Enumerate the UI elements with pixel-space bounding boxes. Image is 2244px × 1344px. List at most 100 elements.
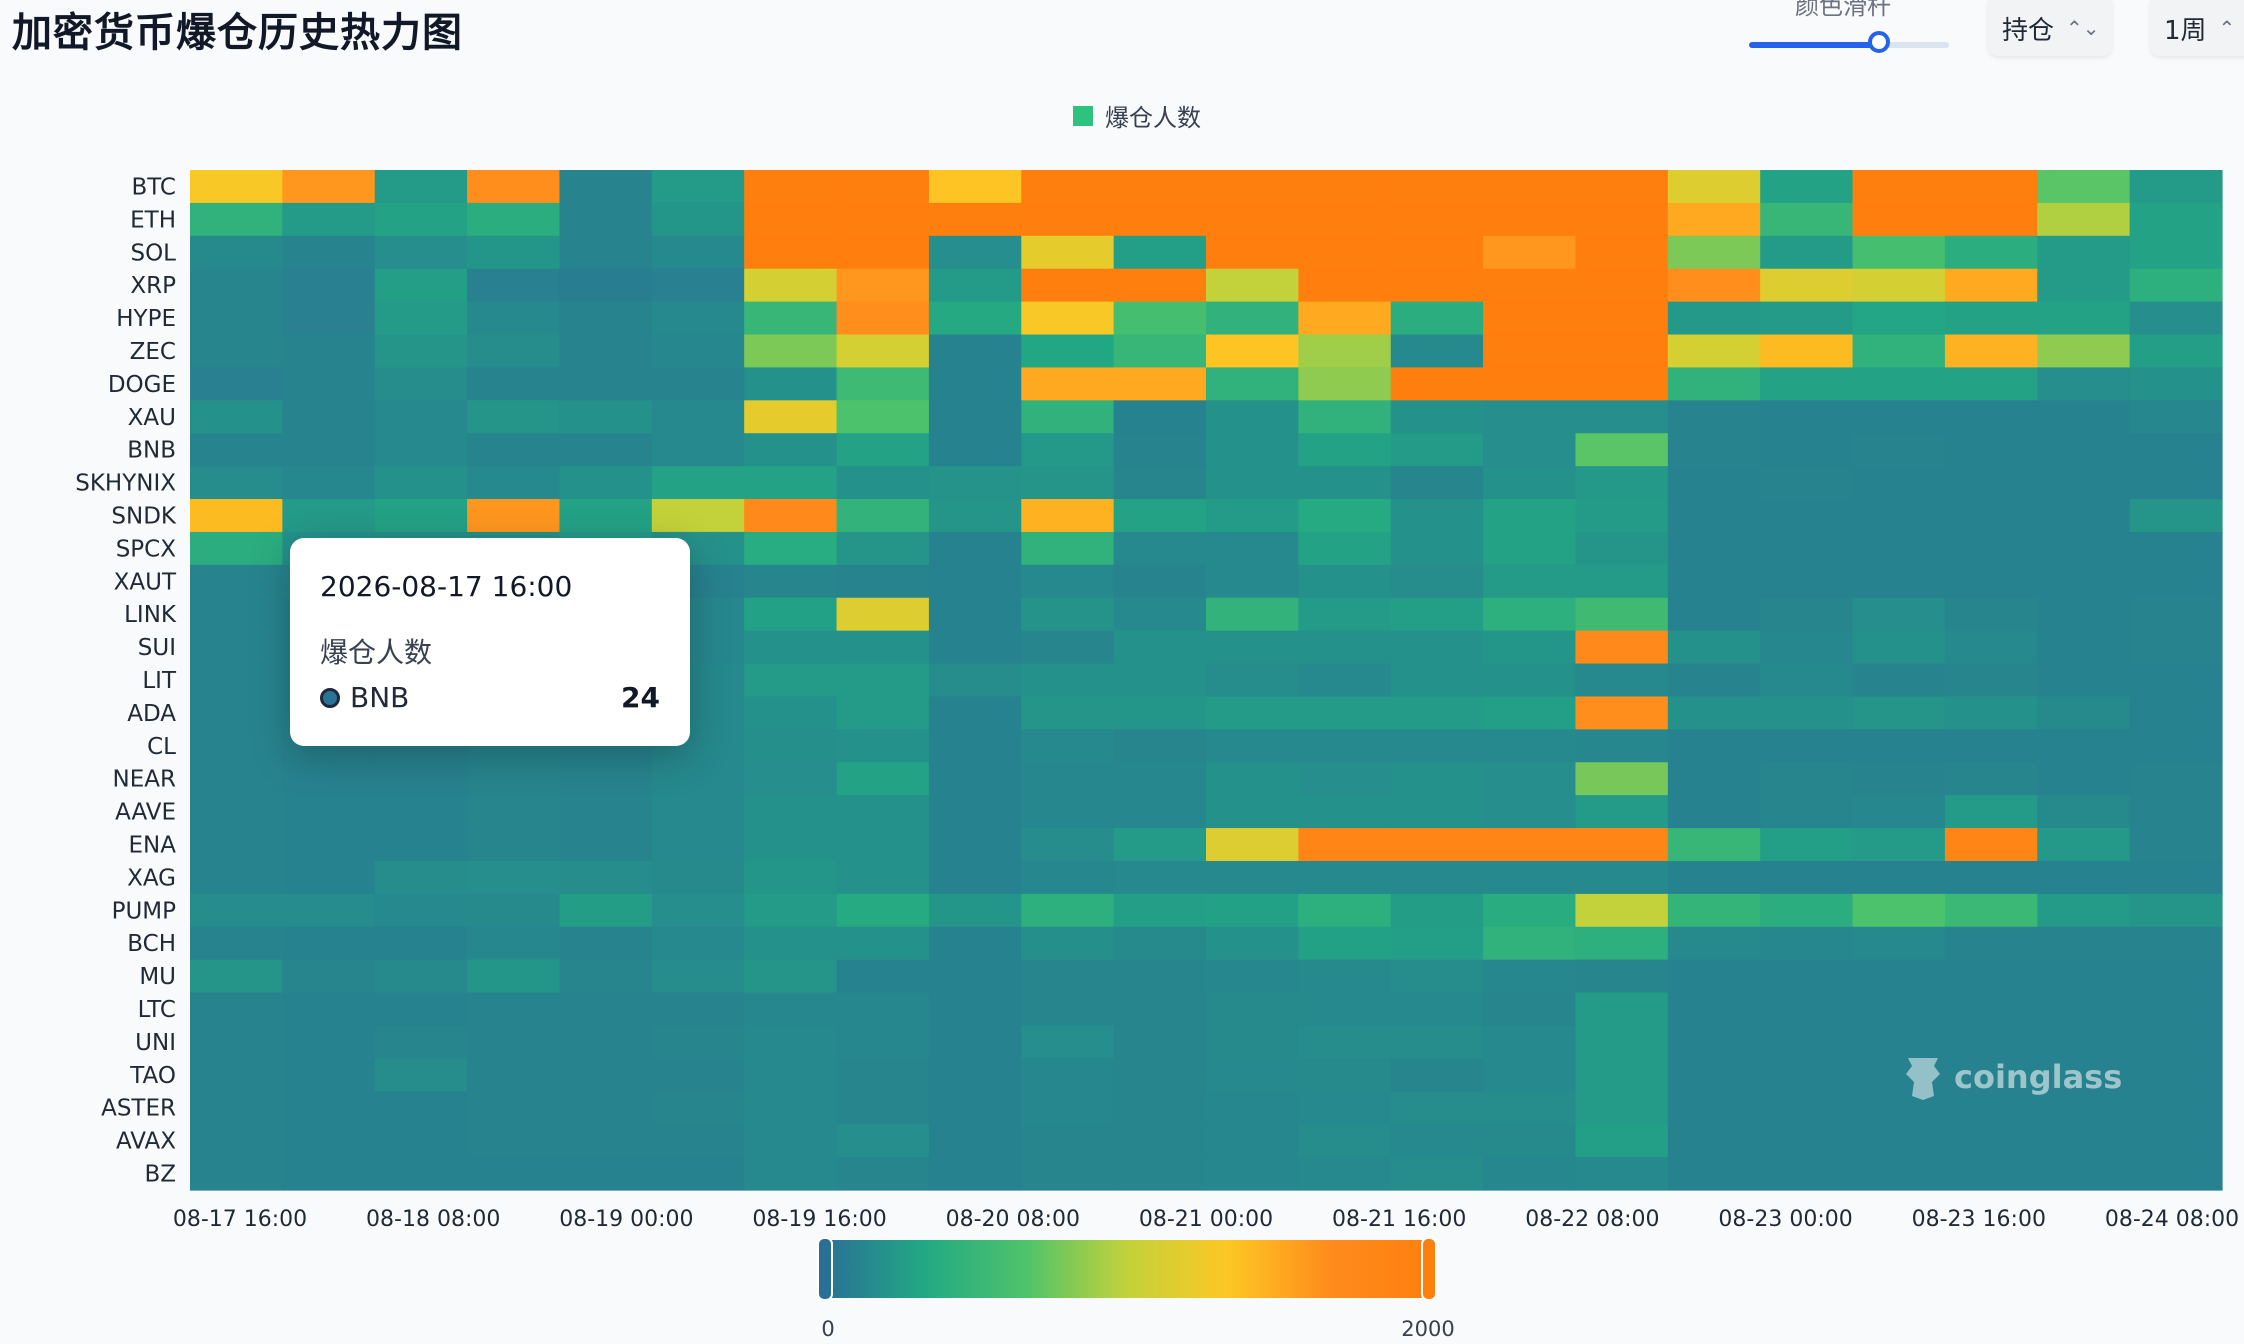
heatmap-cell[interactable] <box>744 367 838 401</box>
heatmap-cell[interactable] <box>1021 762 1115 796</box>
heatmap-cell[interactable] <box>467 268 561 303</box>
heatmap-cell[interactable] <box>374 959 468 994</box>
heatmap-cell[interactable] <box>2037 959 2131 994</box>
heatmap-cell[interactable] <box>559 499 653 533</box>
heatmap-cell[interactable] <box>836 564 930 599</box>
heatmap-cell[interactable] <box>2129 762 2223 796</box>
heatmap-cell[interactable] <box>744 959 838 994</box>
heatmap-cell[interactable] <box>1113 630 1207 665</box>
heatmap-cell[interactable] <box>1390 597 1484 632</box>
heatmap-cell[interactable] <box>744 696 838 730</box>
heatmap-cell[interactable] <box>1021 433 1115 467</box>
heatmap-cell[interactable] <box>1575 301 1669 336</box>
heatmap-cell[interactable] <box>190 268 283 303</box>
heatmap-cell[interactable] <box>651 235 745 270</box>
heatmap-cell[interactable] <box>1206 597 1299 632</box>
heatmap-cell[interactable] <box>1667 926 1761 961</box>
heatmap-cell[interactable] <box>1021 860 1115 895</box>
heatmap-cell[interactable] <box>651 466 745 500</box>
heatmap-cell[interactable] <box>1113 926 1207 961</box>
heatmap-cell[interactable] <box>282 466 376 500</box>
heatmap-cell[interactable] <box>467 959 561 994</box>
heatmap-cell[interactable] <box>836 499 930 533</box>
heatmap-cell[interactable] <box>467 466 561 500</box>
heatmap-cell[interactable] <box>1944 663 2038 698</box>
heatmap-cell[interactable] <box>1760 433 1854 467</box>
heatmap-cell[interactable] <box>836 1091 930 1125</box>
heatmap-cell[interactable] <box>836 202 930 237</box>
heatmap-cell[interactable] <box>1021 400 1115 434</box>
heatmap-cell[interactable] <box>1760 1058 1854 1092</box>
heatmap-cell[interactable] <box>744 926 838 961</box>
heatmap-cell[interactable] <box>1483 499 1577 533</box>
heatmap-cell[interactable] <box>1113 1157 1207 1191</box>
heatmap-cell[interactable] <box>374 1058 468 1092</box>
heatmap-cell[interactable] <box>2129 301 2223 336</box>
heatmap-cell[interactable] <box>1298 235 1392 270</box>
heatmap-cell[interactable] <box>2037 992 2131 1027</box>
heatmap-cell[interactable] <box>1944 268 2038 303</box>
heatmap-cell[interactable] <box>190 926 283 961</box>
heatmap-cell[interactable] <box>467 433 561 467</box>
heatmap-cell[interactable] <box>190 564 283 599</box>
heatmap-cell[interactable] <box>1298 630 1392 665</box>
heatmap-cell[interactable] <box>836 301 930 336</box>
heatmap-cell[interactable] <box>1021 466 1115 500</box>
heatmap-cell[interactable] <box>374 893 468 928</box>
heatmap-cell[interactable] <box>1852 1124 1946 1158</box>
heatmap-cell[interactable] <box>1944 202 2038 237</box>
heatmap-cell[interactable] <box>1298 268 1392 303</box>
heatmap-cell[interactable] <box>2129 663 2223 698</box>
heatmap-cell[interactable] <box>1298 663 1392 698</box>
heatmap-cell[interactable] <box>651 1025 745 1059</box>
heatmap-cell[interactable] <box>559 1025 653 1059</box>
heatmap-cell[interactable] <box>1113 1091 1207 1125</box>
heatmap-cell[interactable] <box>282 992 376 1027</box>
heatmap-cell[interactable] <box>1575 795 1669 829</box>
heatmap-cell[interactable] <box>928 334 1022 369</box>
heatmap-cell[interactable] <box>1021 926 1115 961</box>
heatmap-cell[interactable] <box>1390 860 1484 895</box>
heatmap-cell[interactable] <box>928 235 1022 270</box>
heatmap-cell[interactable] <box>2037 1124 2131 1158</box>
heatmap-cell[interactable] <box>1206 564 1299 599</box>
heatmap-cell[interactable] <box>282 1058 376 1092</box>
heatmap-cell[interactable] <box>1667 170 1761 204</box>
heatmap-cell[interactable] <box>651 400 745 434</box>
heatmap-cell[interactable] <box>1667 959 1761 994</box>
heatmap-cell[interactable] <box>1483 531 1577 566</box>
heatmap-cell[interactable] <box>374 235 468 270</box>
heatmap-cell[interactable] <box>1944 992 2038 1027</box>
heatmap-cell[interactable] <box>1206 170 1299 204</box>
heatmap-cell[interactable] <box>1483 729 1577 763</box>
heatmap-cell[interactable] <box>1483 1124 1577 1158</box>
heatmap-cell[interactable] <box>1760 1025 1854 1059</box>
heatmap-cell[interactable] <box>374 828 468 862</box>
heatmap-cell[interactable] <box>928 499 1022 533</box>
heatmap-cell[interactable] <box>1852 334 1946 369</box>
heatmap-cell[interactable] <box>1021 564 1115 599</box>
heatmap-cell[interactable] <box>1021 696 1115 730</box>
heatmap-cell[interactable] <box>282 268 376 303</box>
heatmap-cell[interactable] <box>1760 630 1854 665</box>
heatmap-cell[interactable] <box>1483 400 1577 434</box>
heatmap-cell[interactable] <box>836 630 930 665</box>
heatmap-cell[interactable] <box>1298 564 1392 599</box>
heatmap-cell[interactable] <box>1667 268 1761 303</box>
heatmap-cell[interactable] <box>1760 729 1854 763</box>
heatmap-cell[interactable] <box>559 334 653 369</box>
heatmap-cell[interactable] <box>190 400 283 434</box>
heatmap-cell[interactable] <box>1298 597 1392 632</box>
period-select[interactable]: 1周 ⌃ <box>2150 0 2244 56</box>
heatmap-cell[interactable] <box>1944 301 2038 336</box>
heatmap-cell[interactable] <box>2037 795 2131 829</box>
heatmap-cell[interactable] <box>1852 696 1946 730</box>
heatmap-cell[interactable] <box>1667 630 1761 665</box>
heatmap-cell[interactable] <box>190 202 283 237</box>
heatmap-cell[interactable] <box>1575 729 1669 763</box>
heatmap-cell[interactable] <box>1021 1025 1115 1059</box>
heatmap-cell[interactable] <box>1021 334 1115 369</box>
heatmap-cell[interactable] <box>1483 301 1577 336</box>
heatmap-cell[interactable] <box>1483 795 1577 829</box>
heatmap-cell[interactable] <box>2129 860 2223 895</box>
